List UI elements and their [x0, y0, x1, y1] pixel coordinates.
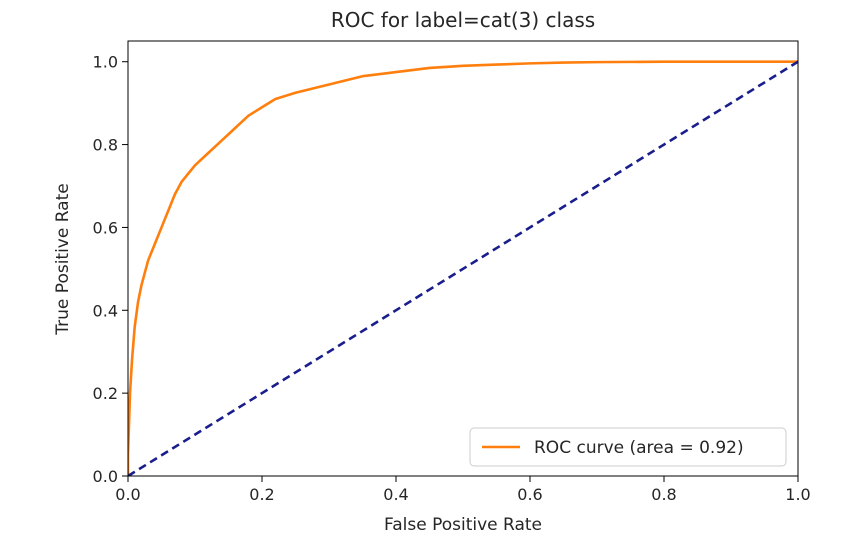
x-tick-label: 0.2: [249, 485, 274, 504]
x-tick-label: 0.4: [383, 485, 408, 504]
y-tick-label: 0.6: [93, 218, 118, 237]
plot-frame: [127, 40, 799, 477]
y-tick-label: 0.8: [93, 136, 118, 155]
y-tick-label: 0.4: [93, 301, 118, 320]
plot-area: 0.0 0.2 0.4 0.6 0.8 1.0 0.0 0.2 0.4 0.6 0.8 1.0 ROC …: [93, 40, 811, 504]
y-tick-label: 1.0: [93, 53, 118, 72]
x-tick-label: 1.0: [785, 485, 810, 504]
x-tick-label: 0.8: [651, 485, 676, 504]
chart-title: ROC for label=cat(3) class: [331, 8, 595, 32]
y-axis-label: True Positive Rate: [53, 183, 73, 335]
x-tick-label: 0.6: [517, 485, 542, 504]
legend-box: [469, 427, 787, 467]
x-axis-label: False Positive Rate: [384, 515, 542, 535]
legend-label: ROC curve (area = 0.92): [534, 438, 744, 458]
chance-diagonal-line: [128, 60, 798, 476]
roc-curve-line: [128, 60, 798, 476]
x-tick-label: 0.0: [115, 485, 140, 504]
y-tick-label: 0.0: [93, 467, 118, 486]
y-tick-label: 0.2: [93, 384, 118, 403]
